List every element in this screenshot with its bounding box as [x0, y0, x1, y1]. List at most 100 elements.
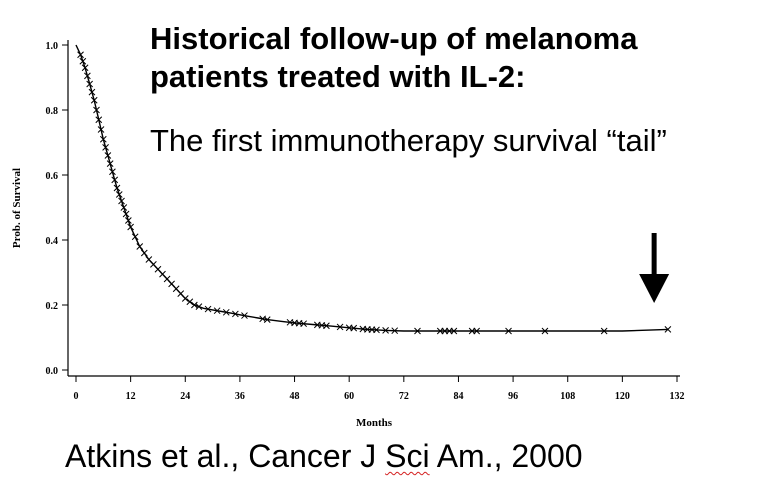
censor-mark-stroke — [113, 184, 121, 192]
censor-mark-stroke — [127, 223, 134, 231]
censor-mark-stroke — [99, 135, 107, 143]
censor-mark — [204, 305, 212, 313]
censor-mark-stroke — [104, 152, 112, 159]
censor-mark-stroke — [350, 324, 358, 332]
censor-mark — [131, 233, 139, 241]
censor-mark — [99, 135, 107, 143]
censor-mark-stroke — [125, 217, 132, 224]
censor-mark — [373, 326, 380, 334]
censor-mark — [111, 176, 119, 184]
censor-mark-stroke — [77, 51, 84, 59]
censor-mark-stroke — [300, 320, 308, 328]
censor-mark-stroke — [84, 72, 91, 80]
y-tick-label: 0.4 — [46, 236, 59, 247]
slide-subtitle: The first immunotherapy survival “tail” — [150, 123, 667, 158]
censor-mark-stroke — [241, 312, 248, 319]
censor-mark — [664, 326, 672, 333]
censor-mark-stroke — [95, 116, 103, 124]
title-line-2: patients treated with IL-2: — [150, 59, 526, 94]
chart-ticks: 0 12 24 36 48 60 72 84 96 108 120 132 0.0 0.2 0.4 0.6 0.… — [46, 41, 685, 402]
censor-mark-stroke — [168, 280, 175, 288]
censor-mark-stroke — [664, 326, 672, 333]
censor-mark-stroke — [172, 285, 180, 293]
censor-mark — [505, 327, 512, 335]
censor-mark — [95, 116, 103, 124]
censor-mark-stroke — [414, 327, 421, 335]
censor-mark-stroke — [79, 57, 87, 65]
slide-title: Historical follow-up of melanoma patient… — [150, 20, 750, 96]
citation-text-end: Am., 2000 — [429, 438, 583, 474]
censor-mark — [79, 57, 87, 65]
x-tick-label: 108 — [560, 391, 575, 402]
censor-mark-stroke — [131, 233, 139, 241]
censor-mark-stroke — [86, 80, 94, 88]
censor-mark — [300, 320, 308, 328]
censor-mark — [127, 223, 134, 231]
censor-mark — [81, 64, 89, 72]
censor-mark-stroke — [391, 327, 399, 335]
censor-mark-stroke — [120, 204, 128, 211]
censor-mark-stroke — [177, 290, 185, 297]
censor-mark — [90, 96, 98, 104]
censor-mark — [93, 106, 100, 114]
censor-mark — [195, 303, 203, 310]
censor-mark-stroke — [204, 305, 212, 313]
citation-text-start: Atkins et al., Cancer J — [65, 438, 386, 474]
censor-mark-stroke — [473, 327, 481, 335]
x-tick-label: 24 — [180, 391, 190, 402]
censor-mark — [84, 72, 91, 80]
censor-mark — [97, 126, 105, 133]
censor-mark-stroke — [81, 64, 89, 72]
censor-mark-stroke — [102, 144, 109, 151]
censor-mark — [102, 144, 109, 151]
censor-mark-stroke — [150, 261, 157, 268]
x-tick-label: 84 — [453, 391, 463, 402]
censor-mark — [88, 88, 96, 96]
x-axis-label: Months — [356, 417, 393, 429]
censor-mark-stroke — [93, 106, 100, 114]
censor-mark-stroke — [163, 275, 171, 283]
censor-mark — [122, 210, 130, 218]
y-tick-label: 1.0 — [46, 41, 59, 52]
censor-mark-stroke — [232, 310, 239, 318]
x-tick-label: 36 — [235, 391, 245, 402]
chart-axes — [67, 40, 680, 377]
censor-mark — [414, 327, 421, 335]
censor-mark-stroke — [450, 327, 458, 335]
x-tick-label: 48 — [290, 391, 300, 402]
x-tick-label: 96 — [508, 391, 518, 402]
censor-mark — [186, 298, 194, 306]
censor-mark-stroke — [136, 243, 144, 250]
censor-mark — [382, 326, 389, 334]
censor-mark — [106, 160, 114, 167]
x-tick-label: 120 — [615, 391, 630, 402]
censor-mark-stroke — [195, 303, 203, 310]
censor-mark — [77, 51, 84, 59]
censor-mark — [263, 316, 271, 323]
y-tick-label: 0.6 — [46, 171, 59, 182]
citation-spellcheck-word: Sci — [385, 438, 430, 474]
censor-mark-stroke — [213, 307, 221, 315]
censor-mark-stroke — [186, 298, 194, 306]
censor-mark-stroke — [159, 270, 166, 278]
censor-mark-stroke — [140, 249, 148, 257]
censor-mark-stroke — [336, 323, 344, 331]
censor-mark-stroke — [118, 197, 125, 205]
y-axis-label: Prob. of Survival — [11, 168, 23, 248]
censor-mark-stroke — [111, 176, 119, 184]
censor-mark-stroke — [382, 326, 389, 334]
arrow-down-icon — [639, 274, 670, 303]
censor-mark-stroke — [122, 210, 130, 218]
censor-mark — [600, 327, 608, 335]
censor-mark-stroke — [600, 327, 608, 335]
censor-mark — [473, 327, 481, 335]
x-tick-label: 60 — [344, 391, 354, 402]
censor-mark — [118, 197, 125, 205]
censor-mark-stroke — [505, 327, 512, 335]
censor-mark — [86, 80, 94, 88]
censor-mark — [241, 312, 248, 319]
censor-marks — [77, 51, 672, 335]
censor-mark — [213, 307, 221, 315]
